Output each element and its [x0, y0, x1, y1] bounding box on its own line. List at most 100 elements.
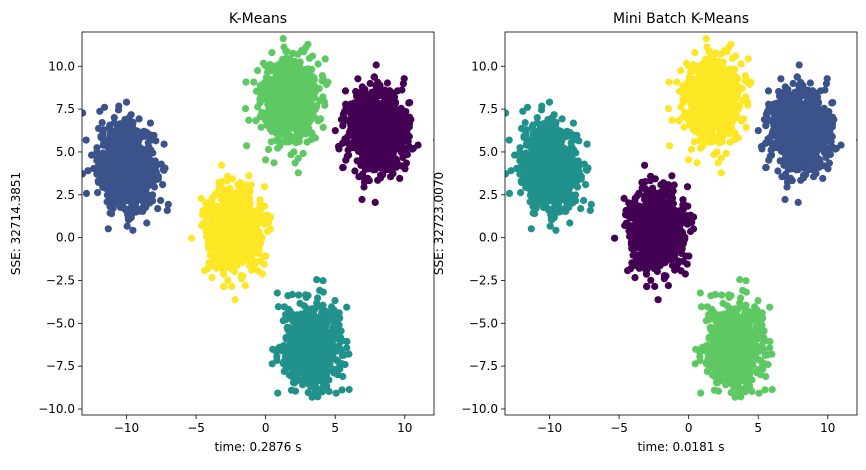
data-point — [355, 89, 363, 97]
data-point — [131, 199, 140, 207]
data-point — [126, 126, 134, 134]
data-point — [334, 321, 342, 329]
data-point — [133, 182, 141, 190]
data-point — [310, 113, 318, 121]
data-point — [297, 69, 305, 77]
y-tick-label: −2.5 — [46, 273, 75, 287]
data-point — [203, 214, 212, 222]
data-point — [268, 127, 276, 135]
data-point — [218, 161, 226, 169]
data-point — [291, 117, 299, 125]
data-point — [392, 163, 400, 171]
data-point — [310, 380, 318, 388]
data-point — [292, 362, 300, 370]
data-point — [241, 282, 249, 290]
data-point — [124, 214, 132, 222]
scatter-points — [505, 35, 857, 401]
data-point — [313, 276, 321, 284]
data-point — [119, 159, 127, 167]
data-point — [280, 303, 288, 311]
data-point — [389, 170, 397, 178]
data-point — [255, 88, 263, 96]
data-point — [268, 49, 276, 57]
data-point — [258, 270, 266, 278]
data-point — [224, 203, 232, 211]
data-point — [203, 232, 211, 241]
data-point — [349, 132, 357, 140]
data-point — [296, 98, 304, 106]
data-point — [406, 99, 414, 107]
data-point — [269, 86, 277, 94]
data-point — [366, 79, 374, 88]
data-point — [313, 321, 321, 329]
data-point — [212, 189, 220, 197]
data-point — [266, 225, 275, 233]
data-point — [393, 157, 401, 165]
data-point — [313, 299, 321, 307]
data-point — [262, 219, 270, 227]
data-point — [279, 35, 287, 43]
data-point — [343, 116, 351, 124]
data-point — [264, 92, 272, 100]
data-point — [117, 203, 125, 211]
data-point — [88, 151, 96, 159]
data-point — [129, 206, 137, 214]
data-point — [358, 195, 366, 204]
data-point — [332, 334, 340, 342]
data-point — [94, 189, 102, 197]
data-point — [324, 78, 332, 86]
data-point — [304, 379, 312, 387]
data-point — [108, 160, 116, 168]
data-point — [294, 169, 302, 177]
data-point — [292, 139, 300, 147]
data-point — [131, 189, 139, 197]
data-point — [110, 119, 118, 127]
data-point — [117, 181, 125, 189]
data-point — [303, 305, 311, 313]
data-point — [232, 235, 241, 243]
data-point — [399, 80, 407, 88]
data-point — [120, 192, 128, 200]
data-point — [102, 155, 110, 163]
data-point — [224, 172, 232, 180]
data-point — [289, 49, 297, 58]
data-point — [251, 259, 259, 267]
data-point — [262, 156, 270, 164]
data-point — [283, 323, 291, 331]
data-point — [374, 161, 382, 169]
data-point — [282, 83, 290, 91]
data-point — [299, 322, 307, 330]
data-point — [321, 55, 329, 63]
data-point — [248, 239, 256, 247]
data-point — [319, 123, 327, 131]
data-point — [152, 168, 160, 176]
data-point — [304, 292, 312, 300]
data-point — [377, 91, 385, 99]
data-point — [253, 239, 262, 247]
data-point — [298, 79, 307, 87]
data-point — [268, 66, 276, 74]
data-point — [164, 200, 172, 208]
y-tick-label: 5.0 — [56, 145, 75, 159]
data-point — [284, 138, 292, 146]
axes-frame — [81, 31, 435, 416]
data-point — [301, 128, 310, 136]
y-tick-label: −5.0 — [46, 316, 75, 330]
data-point — [267, 213, 275, 221]
data-point — [353, 142, 361, 150]
data-point — [276, 102, 284, 110]
data-point — [319, 373, 327, 381]
data-point — [287, 132, 295, 141]
data-point — [305, 368, 313, 376]
data-point — [111, 168, 119, 176]
data-point — [403, 150, 411, 159]
data-point — [371, 96, 379, 104]
data-point — [277, 118, 285, 126]
data-point — [318, 364, 326, 372]
data-point — [282, 311, 290, 319]
data-point — [345, 385, 353, 394]
data-point — [322, 383, 330, 391]
data-point — [319, 93, 327, 101]
data-point — [299, 340, 307, 348]
data-point — [368, 104, 376, 112]
